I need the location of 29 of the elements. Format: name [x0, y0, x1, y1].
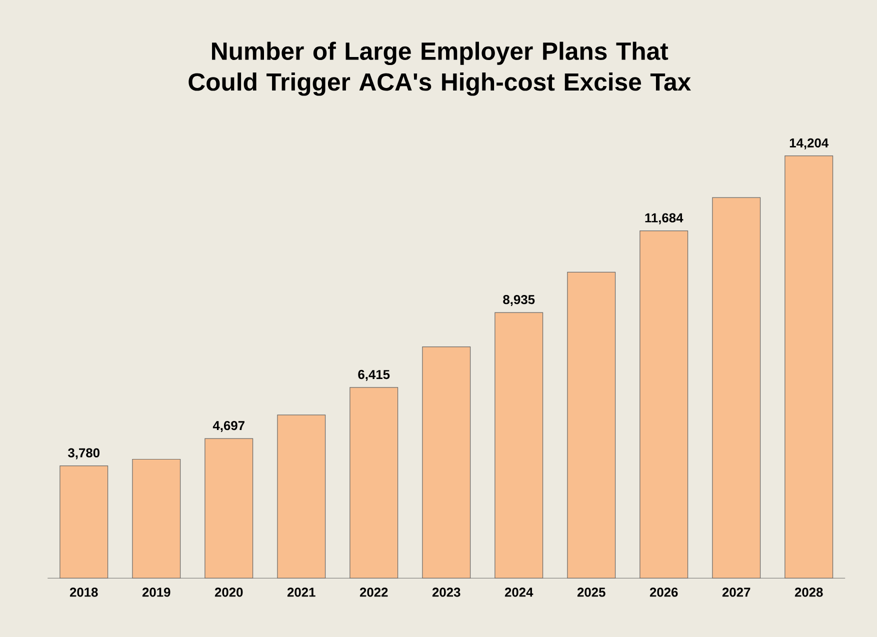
- x-tick-label: 2028: [794, 588, 823, 597]
- data-label: 6,415: [358, 370, 390, 381]
- data-label: 14,204: [790, 138, 829, 150]
- x-tick-label: 2026: [650, 588, 678, 597]
- x-tick-label: 2019: [142, 588, 170, 597]
- bar: [784, 156, 834, 578]
- bar: [712, 197, 761, 578]
- data-label: 3,780: [68, 448, 100, 460]
- bar: [277, 414, 326, 578]
- x-tick-label: 2027: [722, 588, 750, 597]
- bar: [640, 230, 688, 578]
- bar: [494, 312, 544, 578]
- x-tick-label: 2021: [287, 588, 316, 597]
- x-tick-label: 2018: [70, 588, 98, 597]
- x-tick-label: 2023: [432, 588, 460, 597]
- x-tick-label: 2020: [214, 588, 243, 597]
- data-label: 4,697: [212, 421, 244, 432]
- bar: [567, 272, 616, 578]
- chart-title: Number of Large Employer Plans That Could Trigger ACA's High-cost Excise Tax: [188, 42, 691, 96]
- x-tick-label: 2024: [504, 588, 534, 597]
- data-label: 8,935: [503, 295, 535, 306]
- data-label: 11,684: [645, 213, 684, 224]
- x-tick-label: 2025: [577, 588, 606, 597]
- bar: [204, 438, 254, 578]
- bar: [350, 387, 398, 578]
- bar: [132, 458, 181, 578]
- bar: [60, 465, 108, 578]
- bar: [422, 346, 471, 578]
- x-tick-label: 2022: [360, 588, 388, 597]
